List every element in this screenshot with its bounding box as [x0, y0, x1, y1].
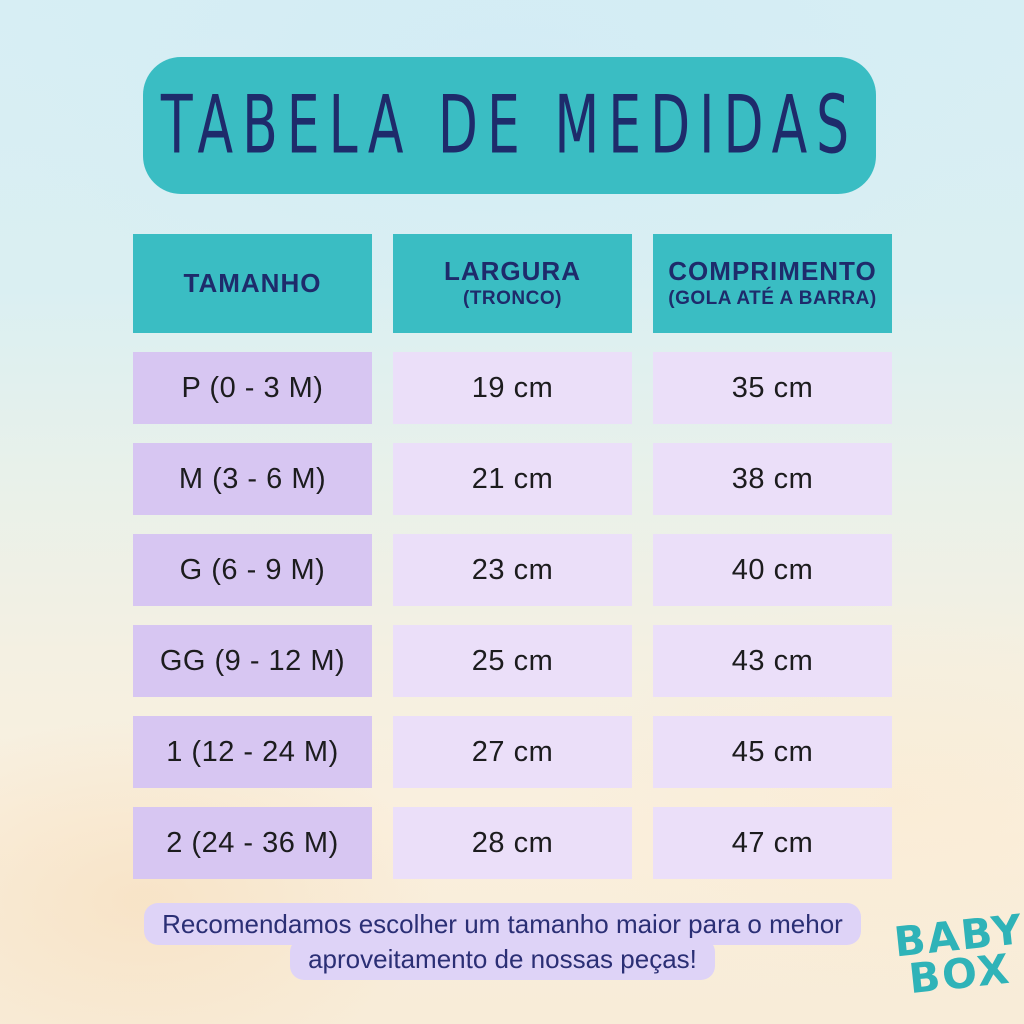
- cell-comprimento: 40 cm: [653, 534, 892, 606]
- footer-note-line1: Recomendamos escolher um tamanho maior p…: [144, 903, 861, 945]
- table-body: P (0 - 3 M) 19 cm 35 cm M (3 - 6 M) 21 cm 38 …: [133, 352, 892, 879]
- cell-comprimento: 35 cm: [653, 352, 892, 424]
- cell-tamanho: M (3 - 6 M): [133, 443, 372, 515]
- cell-comprimento: 45 cm: [653, 716, 892, 788]
- cell-largura: 23 cm: [393, 534, 632, 606]
- logo-line-box: BOX: [906, 944, 1014, 1003]
- cell-largura: 28 cm: [393, 807, 632, 879]
- table-row: M (3 - 6 M) 21 cm 38 cm: [133, 443, 892, 515]
- table-row: 1 (12 - 24 M) 27 cm 45 cm: [133, 716, 892, 788]
- column-header-comprimento: COMPRIMENTO (GOLA ATÉ A BARRA): [653, 234, 892, 333]
- cell-tamanho: 2 (24 - 36 M): [133, 807, 372, 879]
- baby-box-logo: BABY BOX: [892, 905, 1024, 1003]
- size-table: TAMANHO LARGURA (TRONCO) COMPRIMENTO (GO…: [133, 234, 892, 898]
- cell-largura: 19 cm: [393, 352, 632, 424]
- cell-largura: 21 cm: [393, 443, 632, 515]
- cell-tamanho: G (6 - 9 M): [133, 534, 372, 606]
- table-header-row: TAMANHO LARGURA (TRONCO) COMPRIMENTO (GO…: [133, 234, 892, 333]
- cell-tamanho: GG (9 - 12 M): [133, 625, 372, 697]
- column-header-tamanho: TAMANHO: [133, 234, 372, 333]
- cell-comprimento: 38 cm: [653, 443, 892, 515]
- column-header-sublabel: (TRONCO): [463, 288, 562, 310]
- column-header-sublabel: (GOLA ATÉ A BARRA): [668, 288, 877, 310]
- cell-tamanho: P (0 - 3 M): [133, 352, 372, 424]
- column-header-largura: LARGURA (TRONCO): [393, 234, 632, 333]
- footer-note: Recomendamos escolher um tamanho maior p…: [0, 903, 1005, 980]
- title-badge: TABELA DE MEDIDAS: [143, 57, 876, 194]
- table-row: GG (9 - 12 M) 25 cm 43 cm: [133, 625, 892, 697]
- cell-tamanho: 1 (12 - 24 M): [133, 716, 372, 788]
- table-row: 2 (24 - 36 M) 28 cm 47 cm: [133, 807, 892, 879]
- table-row: G (6 - 9 M) 23 cm 40 cm: [133, 534, 892, 606]
- cell-comprimento: 43 cm: [653, 625, 892, 697]
- table-row: P (0 - 3 M) 19 cm 35 cm: [133, 352, 892, 424]
- cell-comprimento: 47 cm: [653, 807, 892, 879]
- column-header-label: COMPRIMENTO: [668, 255, 877, 286]
- page-title: TABELA DE MEDIDAS: [160, 79, 859, 172]
- column-header-label: TAMANHO: [183, 268, 322, 299]
- footer-note-line2: aproveitamento de nossas peças!: [290, 938, 715, 980]
- cell-largura: 27 cm: [393, 716, 632, 788]
- cell-largura: 25 cm: [393, 625, 632, 697]
- column-header-label: LARGURA: [444, 255, 581, 286]
